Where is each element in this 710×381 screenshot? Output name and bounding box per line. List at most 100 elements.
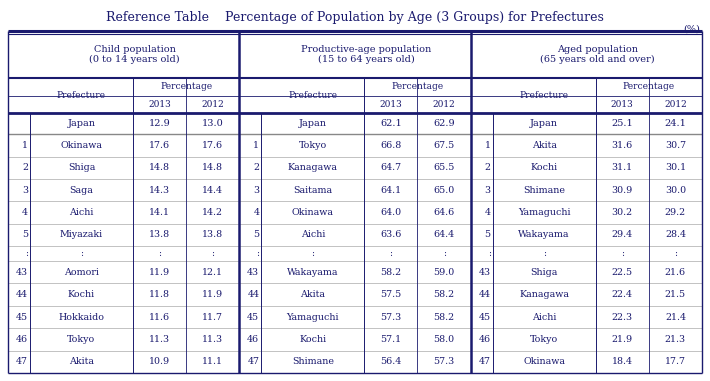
Text: 2: 2 [253,163,259,172]
Text: 2: 2 [485,163,491,172]
Text: 22.3: 22.3 [611,312,633,322]
Text: Tokyo: Tokyo [67,335,96,344]
Text: 62.1: 62.1 [380,119,402,128]
Text: 31.1: 31.1 [611,163,633,172]
Text: 13.8: 13.8 [149,231,170,239]
Text: Aichi: Aichi [300,231,325,239]
Text: 2012: 2012 [202,100,224,109]
Text: Reference Table    Percentage of Population by Age (3 Groups) for Prefectures: Reference Table Percentage of Population… [106,11,604,24]
Text: Wakayama: Wakayama [518,231,570,239]
Text: 28.4: 28.4 [665,231,686,239]
Text: 57.3: 57.3 [381,312,401,322]
Text: 2013: 2013 [611,100,633,109]
Text: 12.1: 12.1 [202,268,223,277]
Text: 13.0: 13.0 [202,119,224,128]
Text: 2012: 2012 [432,100,455,109]
Text: 2013: 2013 [148,100,171,109]
Text: 11.6: 11.6 [149,312,170,322]
Text: 14.4: 14.4 [202,186,223,195]
Text: 58.0: 58.0 [434,335,454,344]
Text: 11.9: 11.9 [149,268,170,277]
Text: Percentage: Percentage [160,82,212,91]
Text: 17.6: 17.6 [202,141,223,150]
Text: 5: 5 [253,231,259,239]
Text: Okinawa: Okinawa [523,357,565,366]
Text: 2012: 2012 [664,100,687,109]
Text: Kochi: Kochi [299,335,327,344]
Text: 44: 44 [247,290,259,299]
Text: 17.7: 17.7 [665,357,686,366]
Text: 46: 46 [247,335,259,344]
Text: 1: 1 [253,141,259,150]
Text: Child population
(0 to 14 years old): Child population (0 to 14 years old) [89,45,180,64]
Text: 2: 2 [22,163,28,172]
Text: 10.9: 10.9 [149,357,170,366]
Text: 22.5: 22.5 [611,268,633,277]
Text: 64.4: 64.4 [434,231,454,239]
Text: 13.8: 13.8 [202,231,223,239]
Text: Japan: Japan [299,119,327,128]
Text: Japan: Japan [530,119,558,128]
Text: 14.8: 14.8 [202,163,223,172]
Text: 64.1: 64.1 [381,186,401,195]
Text: Shimane: Shimane [523,186,565,195]
Text: 63.6: 63.6 [380,231,402,239]
Text: 30.2: 30.2 [611,208,633,217]
Text: 31.6: 31.6 [611,141,633,150]
Text: 21.6: 21.6 [665,268,686,277]
Text: 45: 45 [16,312,28,322]
Text: Shimane: Shimane [292,357,334,366]
Text: 5: 5 [484,231,491,239]
Text: :: : [542,249,545,258]
Text: 44: 44 [479,290,491,299]
Text: Wakayama: Wakayama [287,268,339,277]
Text: 11.1: 11.1 [202,357,223,366]
Text: 57.3: 57.3 [433,357,454,366]
Text: 58.2: 58.2 [434,312,454,322]
Text: :: : [311,249,315,258]
Text: 14.8: 14.8 [149,163,170,172]
Text: 29.2: 29.2 [665,208,686,217]
Text: Kochi: Kochi [68,290,95,299]
Text: Prefecture: Prefecture [520,91,569,100]
Text: :: : [621,249,623,258]
Text: Japan: Japan [67,119,95,128]
Text: Saga: Saga [70,186,94,195]
Text: 64.6: 64.6 [433,208,454,217]
Text: 46: 46 [16,335,28,344]
Text: Yamaguchi: Yamaguchi [287,312,339,322]
Text: 45: 45 [479,312,491,322]
Text: Shiga: Shiga [67,163,95,172]
Text: 11.3: 11.3 [149,335,170,344]
Text: 45: 45 [247,312,259,322]
Text: :: : [80,249,83,258]
Text: 43: 43 [479,268,491,277]
Text: Productive-age population
(15 to 64 years old): Productive-age population (15 to 64 year… [301,45,431,64]
Text: Kanagawa: Kanagawa [519,290,569,299]
Text: 21.4: 21.4 [665,312,686,322]
Text: 11.3: 11.3 [202,335,223,344]
Text: 44: 44 [16,290,28,299]
Text: Okinawa: Okinawa [292,208,334,217]
Text: Shiga: Shiga [530,268,558,277]
Text: 66.8: 66.8 [381,141,401,150]
Text: 24.1: 24.1 [665,119,687,128]
Text: 2013: 2013 [379,100,403,109]
Text: Akita: Akita [532,141,557,150]
Text: 58.2: 58.2 [434,290,454,299]
Text: 22.4: 22.4 [612,290,633,299]
Text: 43: 43 [16,268,28,277]
Text: 14.1: 14.1 [149,208,170,217]
Text: 43: 43 [247,268,259,277]
Text: 11.7: 11.7 [202,312,223,322]
Text: 1: 1 [485,141,491,150]
Text: 65.0: 65.0 [433,186,454,195]
Text: Kanagawa: Kanagawa [288,163,338,172]
Text: 14.2: 14.2 [202,208,223,217]
Text: 58.2: 58.2 [381,268,401,277]
Text: 21.3: 21.3 [665,335,686,344]
Text: Aomori: Aomori [64,268,99,277]
Text: 3: 3 [253,186,259,195]
Text: Aged population
(65 years old and over): Aged population (65 years old and over) [540,45,655,64]
Text: :: : [442,249,446,258]
